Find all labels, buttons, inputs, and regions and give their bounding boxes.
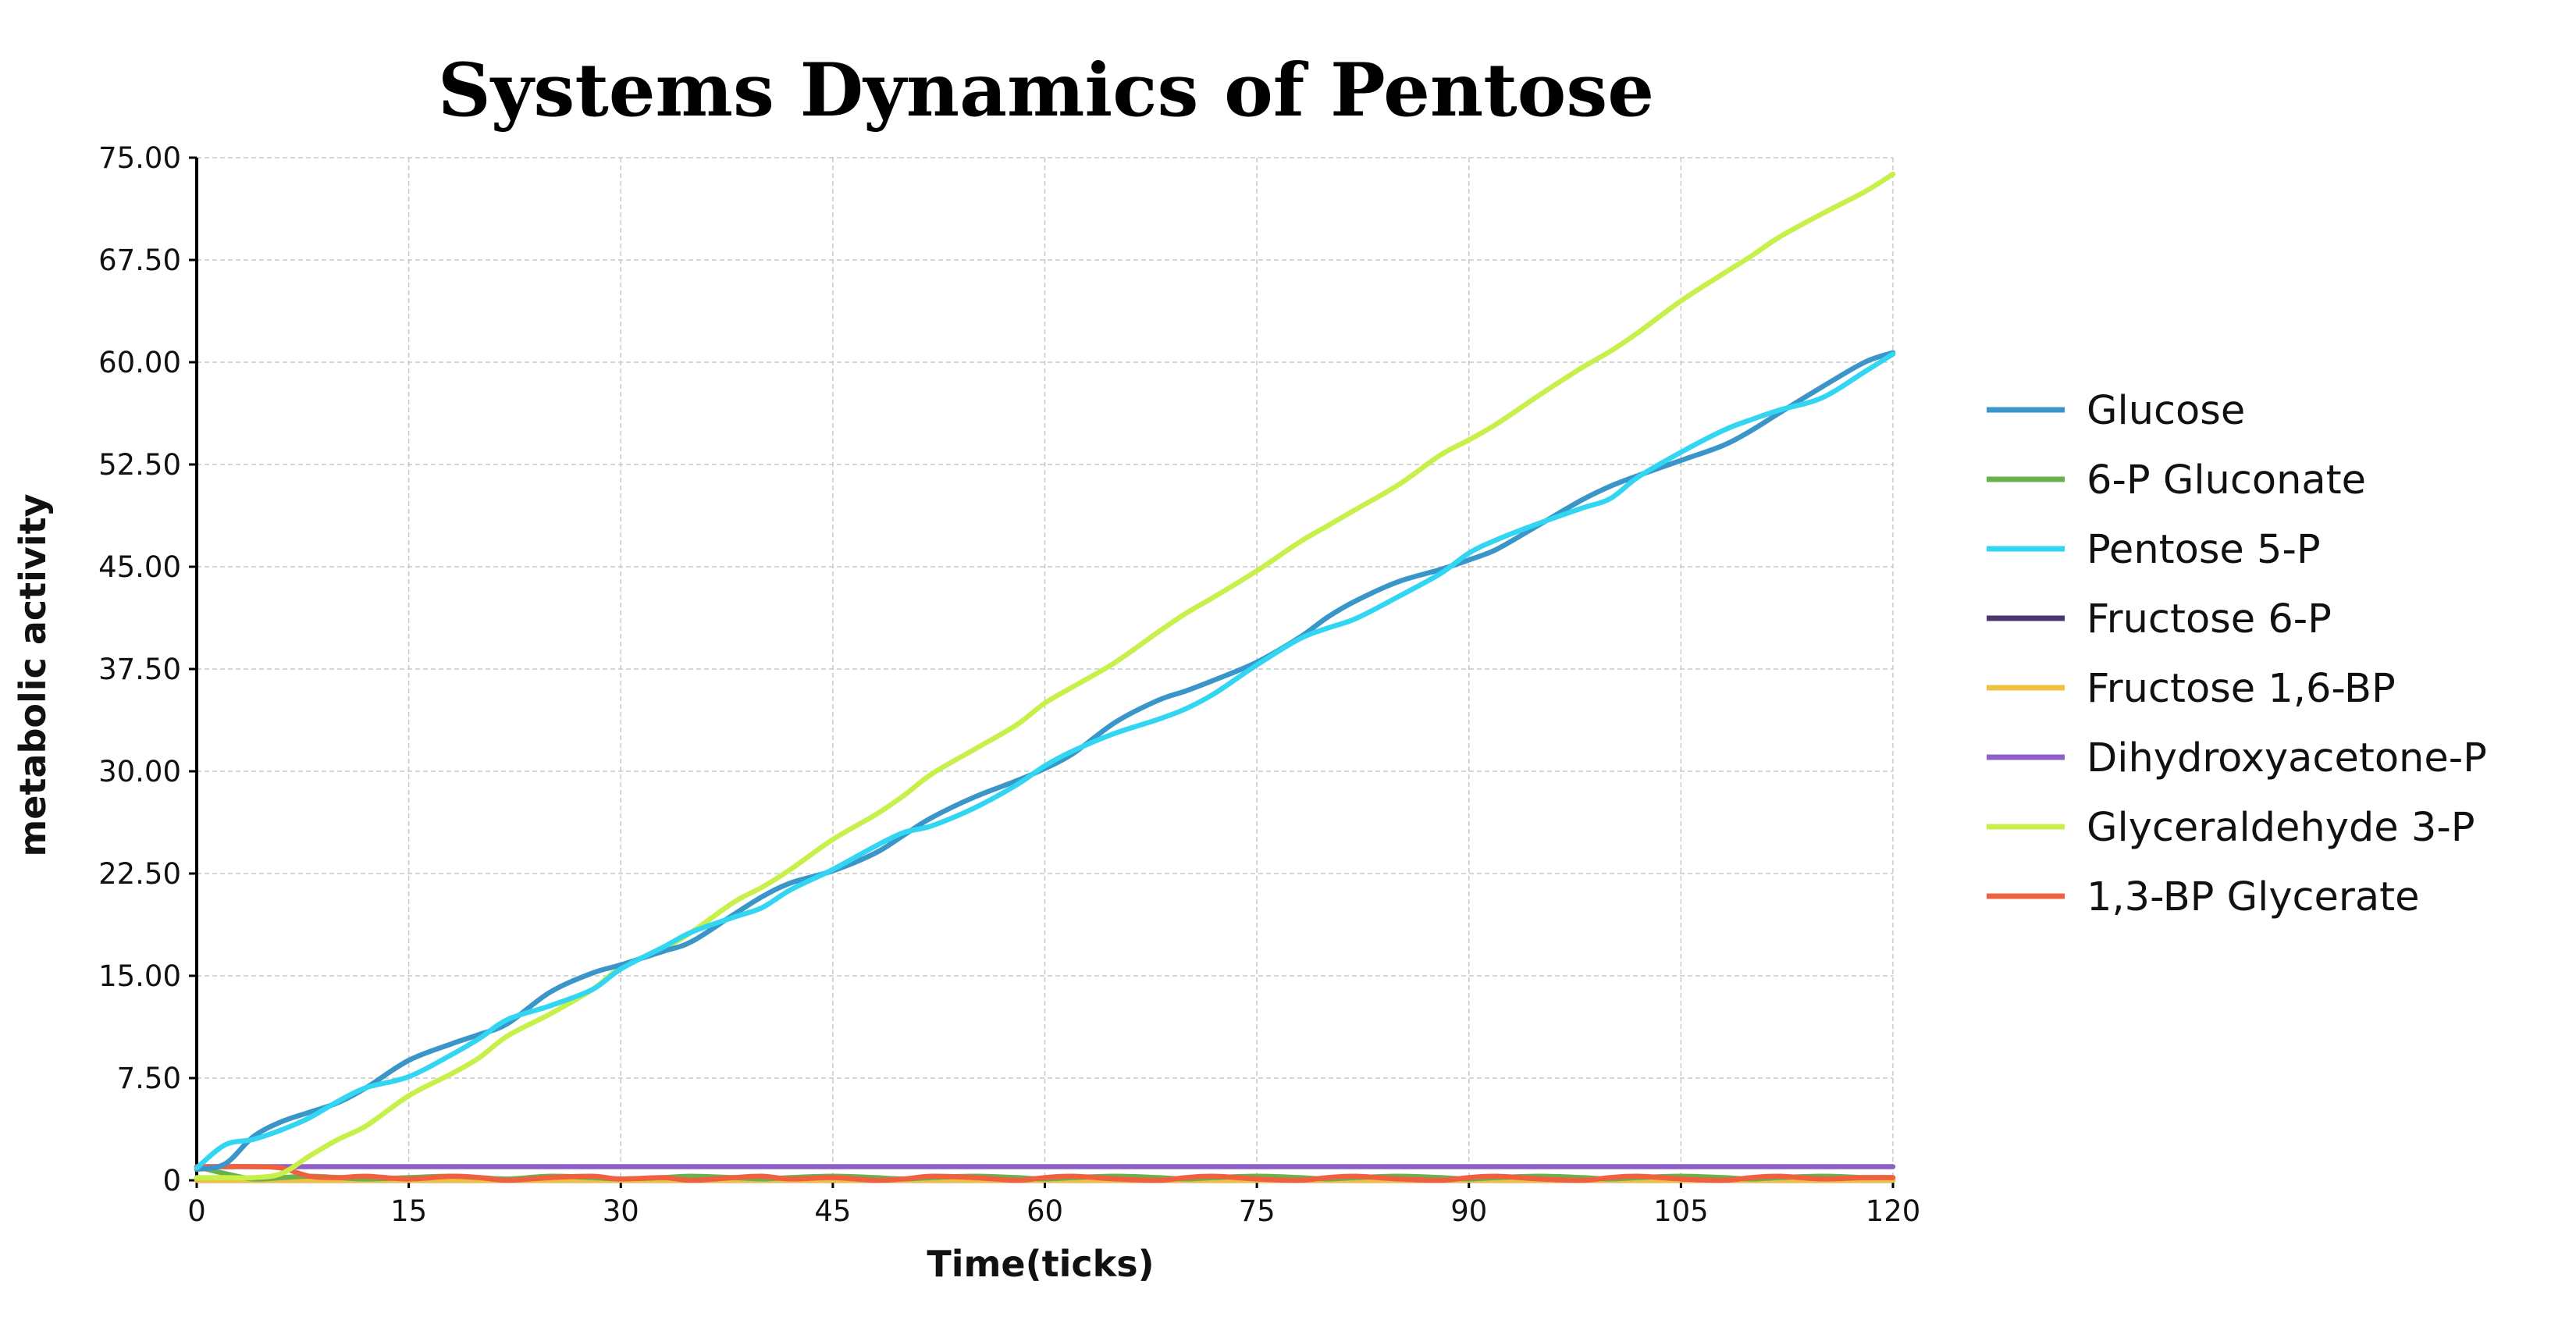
legend: Glucose 6-P Gluconate Pentose 5-P Fructose … xyxy=(1987,388,2487,920)
x-tick-label: 60 xyxy=(1026,1194,1063,1228)
series-lines xyxy=(194,171,1896,1183)
grid xyxy=(197,157,1894,1180)
legend-label: Glucose xyxy=(2087,388,2245,434)
legend-item-1-3-bp-glycerate[interactable]: 1,3-BP Glycerate xyxy=(1987,874,2420,920)
legend-item-pentose-5-p[interactable]: Pentose 5-P xyxy=(1987,527,2321,573)
y-tick-label: 37.50 xyxy=(98,653,181,686)
legend-item-glyceraldehyde-3-p[interactable]: Glyceraldehyde 3-P xyxy=(1987,805,2475,851)
y-tick-label: 75.00 xyxy=(98,141,181,175)
legend-label: Fructose 6-P xyxy=(2087,596,2332,642)
legend-item-glucose[interactable]: Glucose xyxy=(1987,388,2245,434)
axes: 0 15 30 45 60 75 90 105 120 0 7.50 15.00 22.50 30.00 3… xyxy=(98,141,1920,1228)
y-tick-label: 30.00 xyxy=(98,755,181,788)
series-line-glyceraldehyde-3-p xyxy=(194,171,1896,1181)
series-line-1-3-bp-glycerate xyxy=(194,1164,1896,1183)
x-tick-label: 90 xyxy=(1450,1194,1487,1228)
chart-title: Systems Dynamics of Pentose xyxy=(438,48,1654,133)
legend-item-fructose-1-6-bp[interactable]: Fructose 1,6-BP xyxy=(1987,666,2396,712)
y-tick-label: 52.50 xyxy=(98,448,181,482)
legend-item-fructose-6-p[interactable]: Fructose 6-P xyxy=(1987,596,2332,642)
y-tick-label: 60.00 xyxy=(98,346,181,379)
legend-label: 1,3-BP Glycerate xyxy=(2087,874,2420,920)
y-tick-label: 67.50 xyxy=(98,244,181,277)
x-tick-label: 45 xyxy=(814,1194,851,1228)
legend-item-dihydroxyacetone-p[interactable]: Dihydroxyacetone-P xyxy=(1987,735,2487,781)
x-tick-label: 75 xyxy=(1239,1194,1276,1228)
x-tick-label: 0 xyxy=(187,1194,206,1228)
legend-label: Fructose 1,6-BP xyxy=(2087,666,2396,712)
y-tick-label: 45.00 xyxy=(98,550,181,584)
x-axis-label: Time(ticks) xyxy=(927,1243,1154,1285)
legend-label: 6-P Gluconate xyxy=(2087,457,2366,504)
y-tick-label: 15.00 xyxy=(98,959,181,993)
x-tick-label: 15 xyxy=(390,1194,427,1228)
x-tick-label: 30 xyxy=(603,1194,639,1228)
legend-label: Dihydroxyacetone-P xyxy=(2087,735,2487,781)
legend-label: Pentose 5-P xyxy=(2087,527,2321,573)
legend-item-6-p-gluconate[interactable]: 6-P Gluconate xyxy=(1987,457,2366,504)
legend-label: Glyceraldehyde 3-P xyxy=(2087,805,2475,851)
y-axis-label: metabolic activity xyxy=(12,493,54,856)
y-tick-label: 7.50 xyxy=(117,1062,181,1095)
y-tick-label: 0 xyxy=(162,1164,181,1198)
y-tick-label: 22.50 xyxy=(98,857,181,891)
x-tick-label: 120 xyxy=(1866,1194,1921,1228)
series-line-pentose-5-p xyxy=(194,351,1896,1171)
x-tick-label: 105 xyxy=(1653,1194,1709,1228)
